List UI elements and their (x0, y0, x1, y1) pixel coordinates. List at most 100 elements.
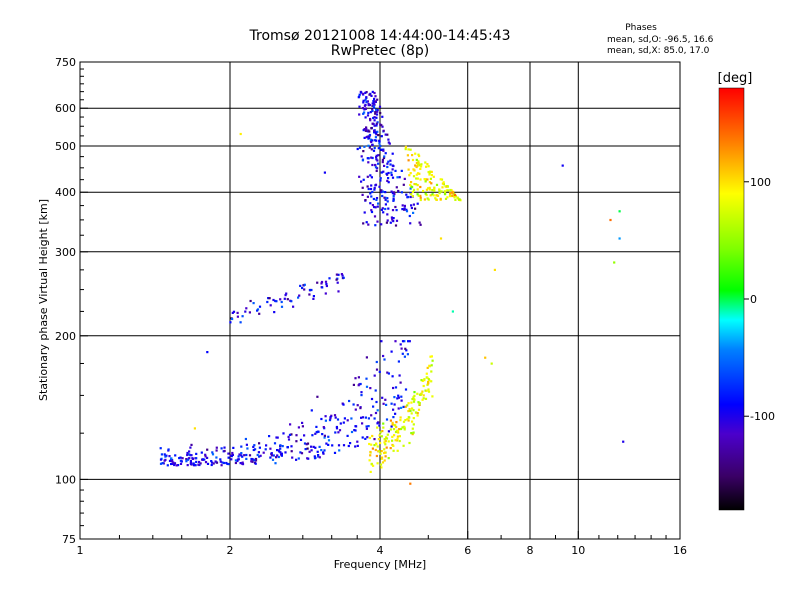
data-point (372, 100, 375, 103)
data-point (424, 180, 427, 183)
data-point (413, 391, 416, 394)
data-point (335, 273, 338, 276)
y-tick-label: 300 (55, 246, 76, 259)
data-point (173, 463, 176, 467)
data-point (223, 449, 226, 453)
data-point (366, 195, 369, 198)
data-point (303, 442, 307, 445)
data-point (358, 105, 361, 108)
data-point (245, 457, 248, 460)
data-point (393, 193, 396, 196)
data-point (400, 399, 403, 402)
data-point (195, 460, 198, 463)
data-point (159, 447, 162, 450)
data-point (372, 116, 375, 120)
data-point (406, 418, 409, 421)
data-point (292, 305, 295, 308)
data-point (394, 424, 397, 427)
data-point (327, 439, 331, 442)
data-point (386, 197, 389, 200)
data-point (428, 173, 431, 176)
data-point (190, 454, 193, 457)
data-point (407, 148, 410, 151)
data-point (367, 104, 370, 107)
data-point (392, 217, 395, 220)
data-point (428, 188, 431, 191)
data-point (390, 173, 393, 177)
data-point (370, 148, 373, 151)
data-point (415, 173, 418, 176)
data-point (338, 449, 341, 452)
data-point (387, 141, 390, 144)
data-point (425, 193, 428, 197)
data-point (314, 446, 317, 449)
data-point (380, 450, 383, 453)
data-point (354, 429, 357, 432)
data-point (435, 198, 438, 201)
data-point (410, 181, 413, 184)
data-point (338, 429, 342, 432)
data-point (423, 198, 426, 201)
data-point (256, 309, 259, 312)
data-point (426, 376, 429, 379)
data-point (387, 207, 390, 210)
y-tick-label: 75 (62, 533, 76, 546)
data-point (372, 197, 375, 201)
data-point (414, 207, 417, 210)
data-point (418, 154, 421, 158)
data-point (396, 449, 399, 452)
data-point (195, 452, 198, 455)
data-point (342, 276, 345, 279)
data-point (419, 223, 422, 226)
data-point (378, 450, 381, 453)
data-point (370, 195, 373, 198)
data-point (317, 455, 320, 458)
data-point (412, 396, 415, 399)
data-point (430, 170, 433, 173)
data-point (364, 199, 367, 202)
data-point (392, 386, 395, 390)
data-point (323, 171, 326, 174)
data-point (413, 183, 416, 186)
data-point (365, 356, 368, 359)
data-point (413, 394, 416, 397)
legend-title: Phases (625, 23, 657, 33)
data-point (325, 442, 328, 445)
chart-title: Tromsø 20121008 14:44:00-14:45:43 (249, 28, 511, 44)
data-point (451, 194, 454, 197)
data-point (270, 452, 273, 455)
data-point (381, 396, 384, 399)
data-point (357, 376, 360, 379)
data-point (303, 434, 306, 437)
data-point (417, 401, 420, 404)
data-point (406, 353, 409, 356)
data-point (407, 402, 410, 405)
data-point (200, 451, 203, 454)
data-point (317, 430, 320, 433)
data-point (429, 194, 432, 197)
data-point (376, 409, 379, 412)
data-point (231, 317, 234, 321)
data-point (364, 98, 367, 101)
data-point (366, 175, 369, 178)
data-point (314, 456, 317, 459)
data-point (365, 425, 368, 428)
data-point (443, 190, 446, 193)
data-point (383, 441, 386, 444)
data-point (451, 310, 454, 313)
data-point (284, 451, 287, 454)
data-point (444, 197, 448, 200)
data-point (389, 428, 392, 431)
data-point (316, 281, 319, 284)
data-point (342, 444, 346, 447)
data-point (258, 305, 262, 308)
data-point (376, 130, 379, 133)
data-point (400, 191, 403, 194)
data-point (360, 416, 363, 419)
data-point (374, 389, 377, 392)
data-point (371, 163, 374, 167)
data-point (280, 452, 283, 455)
data-point (253, 459, 256, 462)
data-point (383, 358, 386, 361)
